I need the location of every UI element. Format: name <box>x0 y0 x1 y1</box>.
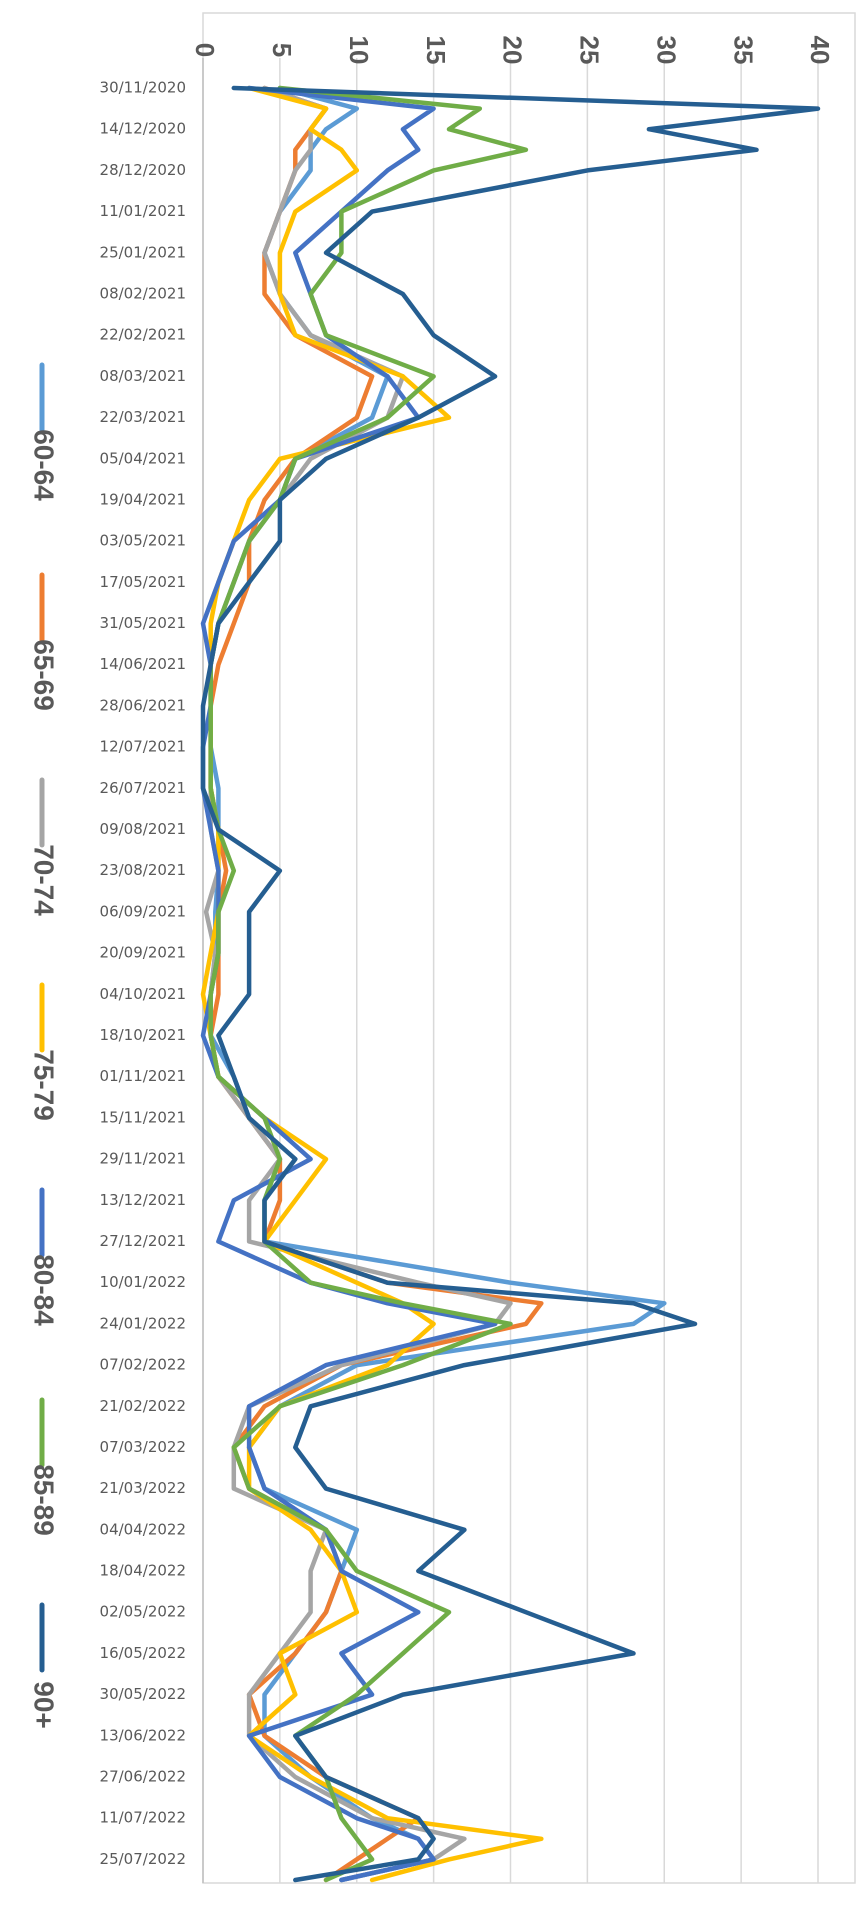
value-axis-ticks: 0 5 10 15 20 25 30 35 40 <box>190 36 835 65</box>
date-tick-label: 05/04/2021 <box>100 449 186 467</box>
date-tick-label: 31/05/2021 <box>100 614 186 632</box>
date-tick-label: 14/06/2021 <box>100 655 186 673</box>
legend-label-90+: 90+ <box>29 1681 60 1729</box>
date-tick-label: 25/01/2021 <box>100 243 186 261</box>
date-tick-label: 08/02/2021 <box>100 284 186 302</box>
series-line-75-79 <box>203 88 541 1880</box>
date-tick-label: 28/06/2021 <box>100 696 186 714</box>
date-tick-label: 27/06/2022 <box>100 1768 186 1786</box>
date-tick-label: 27/12/2021 <box>100 1232 186 1250</box>
series-line-60-64 <box>211 88 665 1880</box>
date-axis-ticks: 30/11/2020 14/12/2020 28/12/2020 11/01/2021… <box>100 79 186 1868</box>
value-tick-label: 10 <box>344 36 374 65</box>
plot-border <box>203 13 855 1883</box>
legend: 60-64 65-69 70-74 75-79 80-84 85-89 90+ <box>29 365 60 1729</box>
date-tick-label: 01/11/2021 <box>100 1067 186 1085</box>
date-tick-label: 30/05/2022 <box>100 1685 186 1703</box>
legend-label-70-74: 70-74 <box>29 844 60 916</box>
value-tick-label: 5 <box>267 43 297 57</box>
date-tick-label: 22/02/2021 <box>100 326 186 344</box>
date-tick-label: 26/07/2021 <box>100 779 186 797</box>
date-tick-label: 29/11/2021 <box>100 1150 186 1168</box>
legend-label-75-79: 75-79 <box>29 1049 60 1121</box>
date-tick-label: 23/08/2021 <box>100 861 186 879</box>
date-tick-label: 11/07/2022 <box>100 1809 186 1827</box>
date-tick-label: 16/05/2022 <box>100 1644 186 1662</box>
date-tick-label: 25/07/2022 <box>100 1850 186 1868</box>
date-tick-label: 09/08/2021 <box>100 820 186 838</box>
date-tick-label: 24/01/2022 <box>100 1314 186 1332</box>
date-tick-label: 07/03/2022 <box>100 1438 186 1456</box>
date-tick-label: 22/03/2021 <box>100 408 186 426</box>
date-tick-label: 15/11/2021 <box>100 1108 186 1126</box>
date-tick-label: 07/02/2022 <box>100 1356 186 1374</box>
value-tick-label: 20 <box>498 36 528 65</box>
date-tick-label: 04/10/2021 <box>100 985 186 1003</box>
date-tick-label: 13/06/2022 <box>100 1726 186 1744</box>
date-tick-label: 30/11/2020 <box>100 79 186 97</box>
date-tick-label: 28/12/2020 <box>100 161 186 179</box>
date-tick-label: 18/04/2022 <box>100 1562 186 1580</box>
date-tick-label: 18/10/2021 <box>100 1026 186 1044</box>
date-tick-label: 17/05/2021 <box>100 573 186 591</box>
legend-label-65-69: 65-69 <box>29 639 60 711</box>
date-tick-label: 02/05/2022 <box>100 1603 186 1621</box>
date-tick-label: 12/07/2021 <box>100 738 186 756</box>
value-tick-label: 40 <box>805 36 835 65</box>
value-tick-label: 35 <box>728 36 758 65</box>
date-tick-label: 10/01/2022 <box>100 1273 186 1291</box>
date-tick-label: 13/12/2021 <box>100 1191 186 1209</box>
date-tick-label: 04/04/2022 <box>100 1520 186 1538</box>
value-tick-label: 25 <box>575 36 605 65</box>
series-line-65-69 <box>211 88 542 1880</box>
value-tick-label: 15 <box>421 36 451 65</box>
date-tick-label: 14/12/2020 <box>100 120 186 138</box>
date-tick-label: 20/09/2021 <box>100 944 186 962</box>
date-tick-label: 03/05/2021 <box>100 532 186 550</box>
value-tick-label: 30 <box>651 36 681 65</box>
date-tick-label: 19/04/2021 <box>100 490 186 508</box>
date-tick-label: 08/03/2021 <box>100 367 186 385</box>
date-tick-label: 11/01/2021 <box>100 202 186 220</box>
legend-label-80-84: 80-84 <box>29 1254 60 1326</box>
legend-label-60-64: 60-64 <box>29 429 60 501</box>
date-tick-label: 21/02/2022 <box>100 1397 186 1415</box>
legend-label-85-89: 85-89 <box>29 1464 60 1536</box>
series-line-85-89 <box>211 88 526 1880</box>
date-tick-label: 21/03/2022 <box>100 1479 186 1497</box>
date-tick-label: 06/09/2021 <box>100 902 186 920</box>
value-tick-label: 0 <box>190 43 220 57</box>
